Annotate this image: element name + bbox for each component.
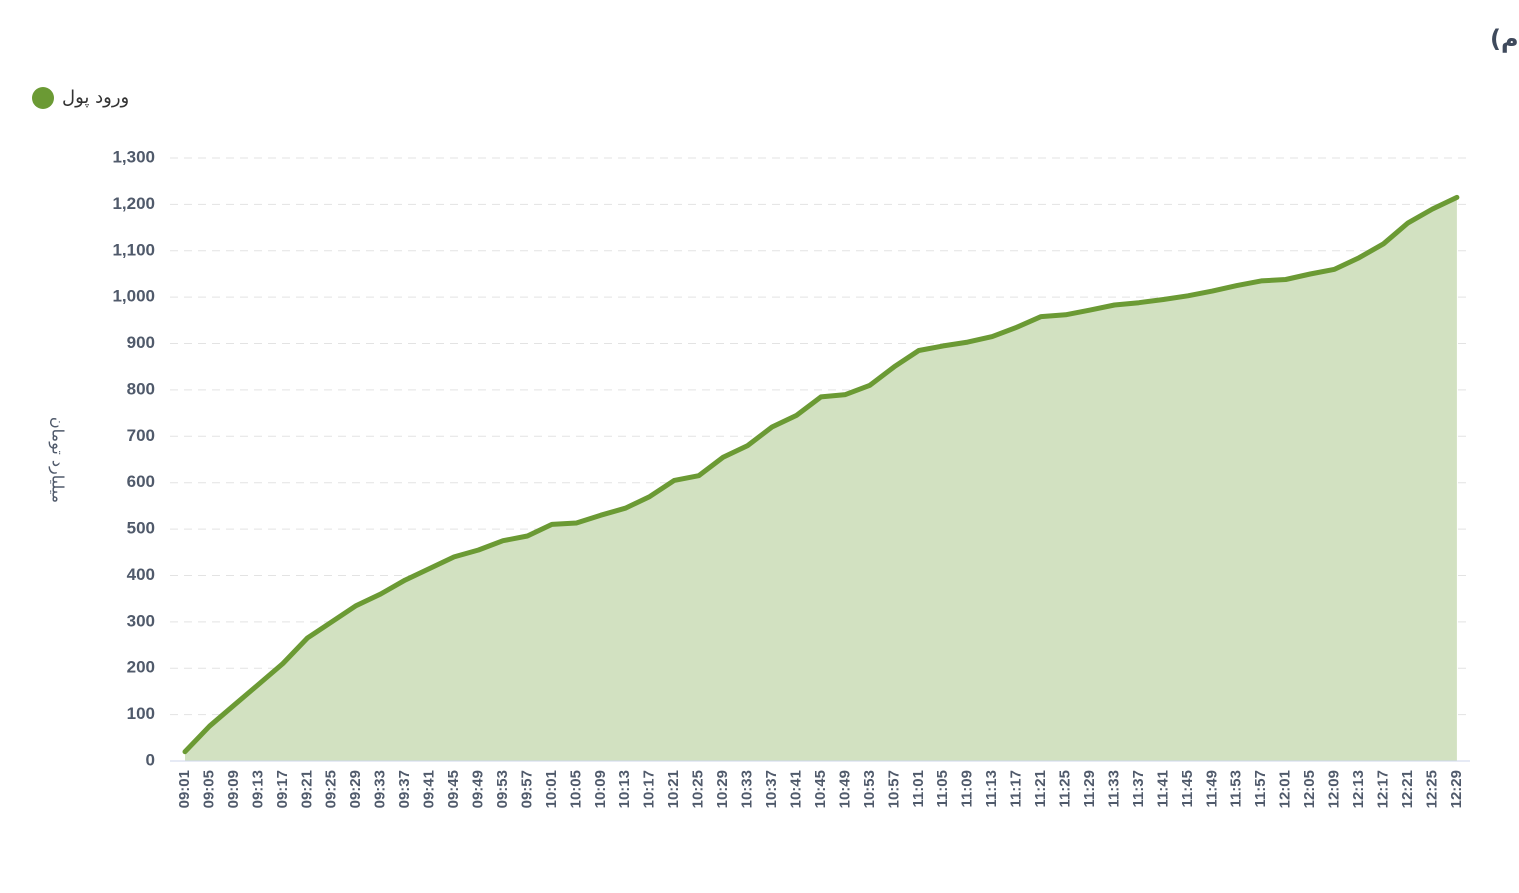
x-tick-label: 10:49 (836, 770, 853, 808)
x-tick-label: 09:49 (469, 770, 486, 808)
y-tick-label: 0 (146, 750, 155, 769)
x-tick-label: 10:33 (739, 770, 756, 808)
x-tick-label: 10:29 (714, 770, 731, 808)
x-tick-label: 10:37 (763, 770, 780, 808)
y-tick-label: 800 (127, 379, 155, 398)
x-tick-label: 10:01 (543, 770, 560, 808)
x-tick-label: 09:13 (249, 770, 266, 808)
x-tick-label: 12:21 (1399, 770, 1416, 808)
x-tick-label: 09:33 (372, 770, 389, 808)
x-tick-label: 11:45 (1179, 770, 1196, 808)
x-tick-label: 09:17 (274, 770, 291, 808)
x-tick-label: 11:01 (910, 770, 927, 808)
x-tick-label: 12:09 (1326, 770, 1343, 808)
y-tick-label: 600 (127, 472, 155, 491)
x-tick-label: 09:45 (445, 770, 462, 808)
y-tick-label: 1,200 (112, 194, 155, 213)
x-tick-label: 11:29 (1081, 770, 1098, 808)
x-tick-label: 12:13 (1350, 770, 1367, 808)
x-tick-label: 09:25 (323, 770, 340, 808)
y-tick-label: 500 (127, 519, 155, 538)
y-tick-label: 900 (127, 333, 155, 352)
x-tick-label: 10:21 (665, 770, 682, 808)
area (185, 197, 1457, 761)
line (182, 194, 1460, 755)
y-tick-label: 1,300 (112, 147, 155, 166)
x-tick-label: 12:01 (1277, 770, 1294, 808)
x-tick-label: 09:53 (494, 770, 511, 808)
x-tick-label: 11:25 (1057, 770, 1074, 808)
x-tick-label: 09:21 (298, 770, 315, 808)
x-tick-label: 10:05 (567, 770, 584, 808)
x-tick-label: 09:09 (225, 770, 242, 808)
y-tick-label: 200 (127, 658, 155, 677)
y-axis-title: میلیارد تومان (48, 417, 68, 503)
x-tick-label: 09:41 (421, 770, 438, 808)
x-tick-label: 11:41 (1154, 770, 1171, 808)
y-tick-label: 100 (127, 704, 155, 723)
x-tick-label: 10:25 (690, 770, 707, 808)
x-tick-label: 11:13 (983, 770, 1000, 808)
x-tick-label: 11:33 (1105, 770, 1122, 808)
y-tick-label: 1,000 (112, 287, 155, 306)
x-tick-label: 12:05 (1301, 770, 1318, 808)
chart-title: روند تغییر مالکیت حقیقی (سهام و حق تقدم) (1490, 25, 1519, 53)
x-tick-label: 11:09 (959, 770, 976, 808)
x-tick-label: 11:05 (934, 770, 951, 808)
x-tick-label: 12:25 (1423, 770, 1440, 808)
x-tick-label: 10:17 (641, 770, 658, 808)
x-tick-label: 10:13 (616, 770, 633, 808)
y-tick-label: 400 (127, 565, 155, 584)
y-tick-label: 1,100 (112, 240, 155, 259)
legend: ورود پول (32, 87, 129, 109)
x-tick-label: 10:45 (812, 770, 829, 808)
x-tick-label: 11:53 (1228, 770, 1245, 808)
x-tick-label: 11:21 (1032, 770, 1049, 808)
x-tick-label: 09:05 (200, 770, 217, 808)
x-tick-label: 09:57 (518, 770, 535, 808)
x-tick-label: 09:01 (176, 770, 193, 808)
x-tick-label: 09:29 (347, 770, 364, 808)
x-tick-label: 11:57 (1252, 770, 1269, 808)
x-tick-label: 10:53 (861, 770, 878, 808)
x-tick-label: 10:09 (592, 770, 609, 808)
x-tick-label: 09:37 (396, 770, 413, 808)
x-tick-label: 11:49 (1203, 770, 1220, 808)
x-tick-label: 12:29 (1448, 770, 1465, 808)
x-tick-label: 11:37 (1130, 770, 1147, 808)
y-tick-label: 700 (127, 426, 155, 445)
x-tick-label: 10:41 (787, 770, 804, 808)
x-tick-label: 11:17 (1008, 770, 1025, 808)
legend-label: ورود پول (62, 87, 129, 108)
x-tick-label: 12:17 (1375, 770, 1392, 808)
x-tick-label: 10:57 (885, 770, 902, 808)
y-tick-label: 300 (127, 611, 155, 630)
legend-marker (32, 87, 54, 109)
